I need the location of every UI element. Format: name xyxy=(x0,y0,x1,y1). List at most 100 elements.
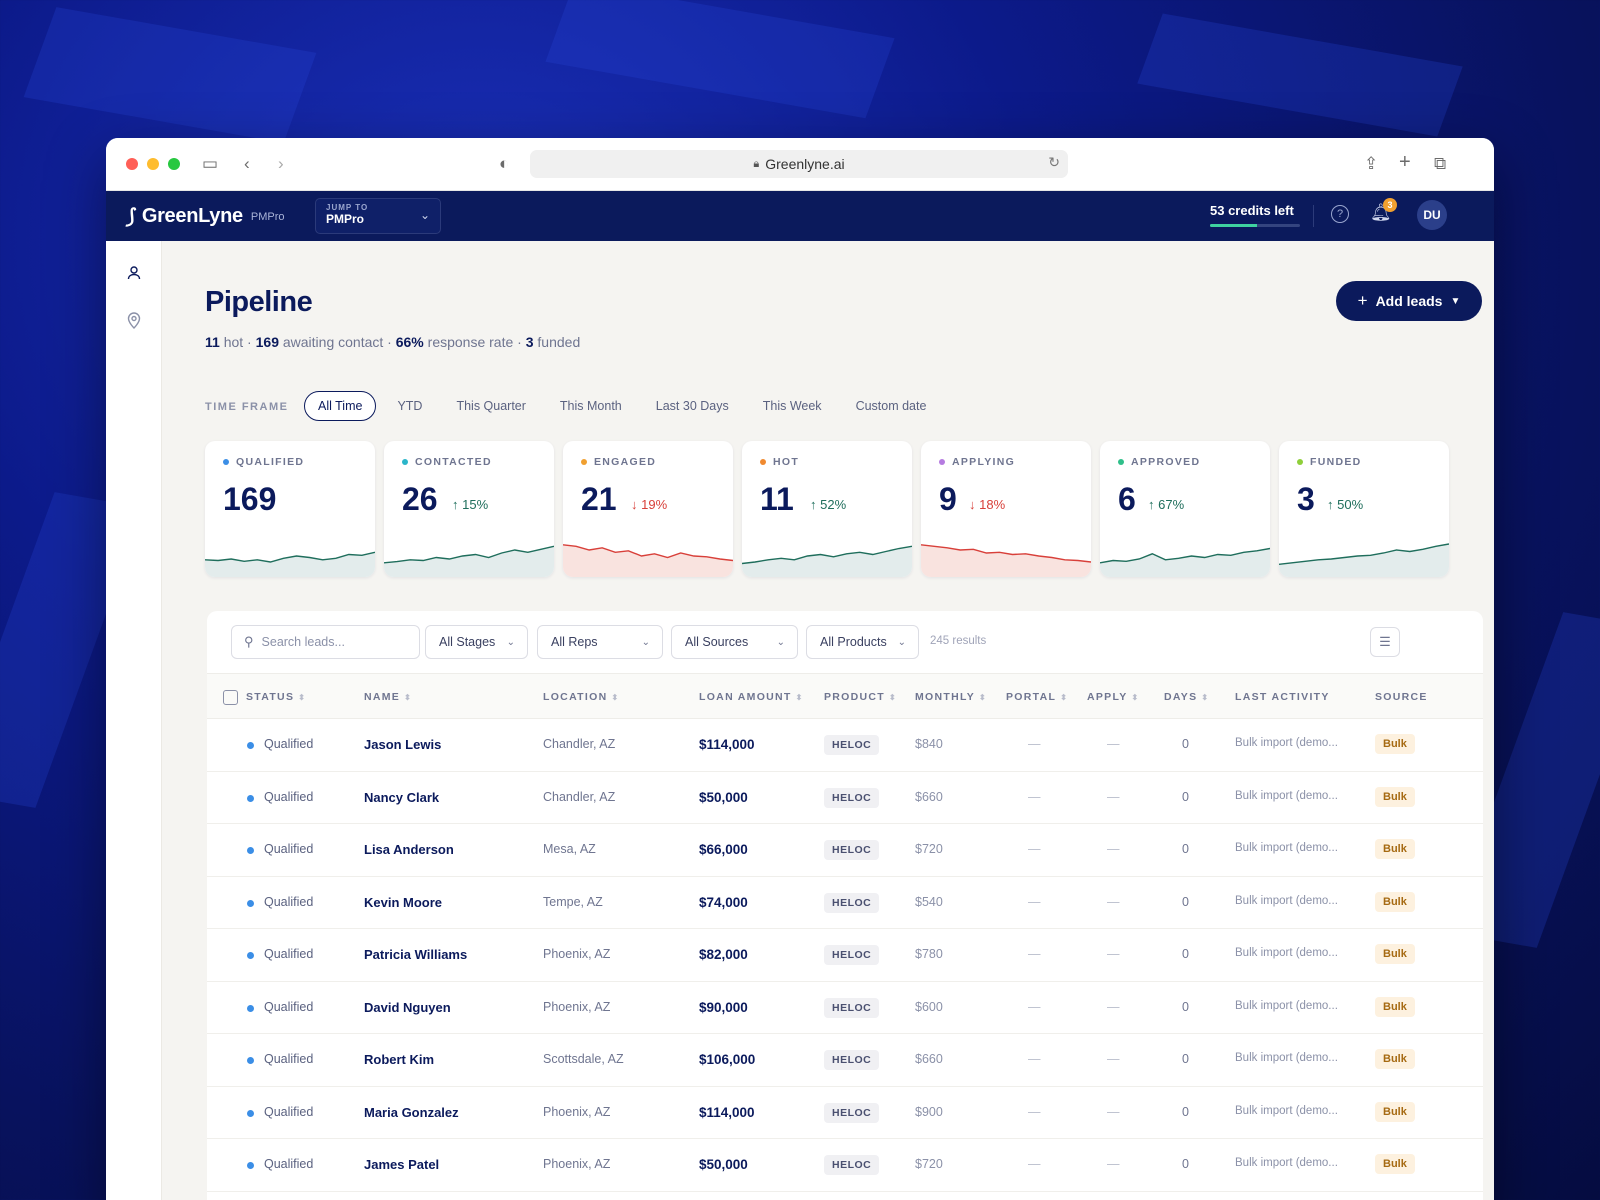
back-icon[interactable]: ‹ xyxy=(244,154,250,173)
stage-card-hot[interactable]: HOT 11 ↑ 52% xyxy=(742,441,912,577)
table-row[interactable]: Qualified Jason Lewis Chandler, AZ $114,000… xyxy=(207,719,1483,772)
tab-last-30-days[interactable]: Last 30 Days xyxy=(655,399,729,413)
lead-name[interactable]: Kevin Moore xyxy=(364,894,443,910)
tab-this-quarter[interactable]: This Quarter xyxy=(456,399,526,413)
column-header-status[interactable]: STATUS ⬍ xyxy=(246,691,306,703)
apply-status: — xyxy=(1107,947,1120,961)
lead-name[interactable]: Jason Lewis xyxy=(364,737,442,752)
lead-name[interactable]: Maria Gonzalez xyxy=(364,1104,459,1120)
portal-status: — xyxy=(1028,842,1041,856)
background-shape xyxy=(1137,13,1463,137)
source-badge: Bulk xyxy=(1375,839,1415,859)
tab-all-time[interactable]: All Time xyxy=(304,391,377,421)
column-header-portal[interactable]: PORTAL ⬍ xyxy=(1006,691,1068,703)
user-icon[interactable] xyxy=(125,265,143,283)
column-header-label: LAST ACTIVITY xyxy=(1235,691,1330,703)
status-dot-icon xyxy=(247,952,254,959)
reload-icon[interactable]: ↻ xyxy=(1048,154,1060,170)
table-row[interactable]: Qualified James Patel Phoenix, AZ $50,000 HE… xyxy=(207,1139,1483,1192)
monthly-payment: $600 xyxy=(915,999,943,1014)
window-controls xyxy=(126,158,180,170)
column-header-product[interactable]: PRODUCT ⬍ xyxy=(824,691,897,703)
column-header-source[interactable]: SOURCE xyxy=(1375,691,1428,703)
maximize-window-button[interactable] xyxy=(168,158,180,170)
sparkline-area xyxy=(921,544,1091,577)
lead-name[interactable]: Robert Kim xyxy=(364,1052,435,1067)
stage-card-contacted[interactable]: CONTACTED 26 ↑ 15% xyxy=(384,441,554,577)
logo[interactable]: ⟆ GreenLyne PMPro xyxy=(126,204,284,229)
column-header-label: STATUS xyxy=(246,691,295,703)
jump-to-select[interactable]: JUMP TO PMPro ⌄ xyxy=(315,198,441,234)
sources-filter[interactable]: All Sources ⌄ xyxy=(671,625,798,659)
stage-card-qualified[interactable]: QUALIFIED 169 xyxy=(205,441,375,577)
hot-label: hot xyxy=(223,334,244,350)
tab-this-week[interactable]: This Week xyxy=(762,399,822,413)
sidebar-icon[interactable]: ▭ xyxy=(202,154,219,173)
awaiting-count: 169 xyxy=(255,334,279,350)
lead-location: Scottsdale, AZ xyxy=(543,1052,624,1066)
new-tab-icon[interactable]: + xyxy=(1399,151,1411,173)
column-header-loan-amount[interactable]: LOAN AMOUNT ⬍ xyxy=(699,691,804,703)
sparkline xyxy=(1279,543,1449,577)
chevron-down-icon: ▼ xyxy=(1450,295,1461,307)
lead-location: Phoenix, AZ xyxy=(543,1157,611,1171)
minimize-window-button[interactable] xyxy=(147,158,159,170)
column-header-name[interactable]: NAME ⬍ xyxy=(364,691,412,703)
column-header-last-activity[interactable]: LAST ACTIVITY xyxy=(1235,691,1330,703)
credits-meter[interactable]: 53 credits left xyxy=(1210,203,1300,227)
stage-card-applying[interactable]: APPLYING 9 ↓ 18% xyxy=(921,441,1091,577)
tab-this-month[interactable]: This Month xyxy=(559,399,622,413)
stage-card-approved[interactable]: APPROVED 6 ↑ 67% xyxy=(1100,441,1270,577)
stage-card-funded[interactable]: FUNDED 3 ↑ 50% xyxy=(1279,441,1449,577)
stages-filter[interactable]: All Stages ⌄ xyxy=(425,625,528,659)
table-row[interactable]: Qualified Maria Gonzalez Phoenix, AZ $114,0… xyxy=(207,1087,1483,1139)
share-icon[interactable]: ⇪ xyxy=(1364,154,1379,173)
table-row[interactable]: Qualified Patricia Williams Phoenix, AZ $82… xyxy=(207,929,1483,982)
stage-card-engaged[interactable]: ENGAGED 21 ↓ 19% xyxy=(563,441,733,577)
logo-text: GreenLyne xyxy=(141,204,243,227)
lead-name[interactable]: Nancy Clark xyxy=(364,789,440,805)
divider xyxy=(1313,205,1314,227)
add-leads-button[interactable]: + Add leads ▼ xyxy=(1336,281,1482,321)
product-badge: HELOC xyxy=(824,1050,880,1070)
table-row[interactable]: Qualified Nancy Clark Chandler, AZ $50,000 H… xyxy=(207,772,1483,824)
lead-name[interactable]: David Nguyen xyxy=(364,999,451,1015)
column-header-location[interactable]: LOCATION ⬍ xyxy=(543,691,619,703)
table-row[interactable]: Qualified Robert Kim Scottsdale, AZ $106,00… xyxy=(207,1034,1483,1087)
help-icon[interactable]: ? xyxy=(1331,205,1349,223)
lead-name[interactable]: Patricia Williams xyxy=(364,947,468,962)
sparkline-line xyxy=(921,544,1091,563)
list-view-icon[interactable]: ☰ xyxy=(1370,627,1400,657)
avatar[interactable]: DU xyxy=(1417,200,1447,230)
column-header-monthly[interactable]: MONTHLY ⬍ xyxy=(915,691,987,703)
logo-subtitle: PMPro xyxy=(250,211,285,223)
table-row[interactable]: Qualified Kevin Moore Tempe, AZ $74,000 HELO… xyxy=(207,877,1483,929)
lead-name[interactable]: Lisa Anderson xyxy=(364,842,454,857)
last-activity: Bulk import (demo... xyxy=(1235,1052,1338,1064)
shield-icon[interactable]: ◐ xyxy=(499,154,510,173)
column-header-label: PRODUCT xyxy=(824,691,886,703)
days-count: 0 xyxy=(1182,737,1189,751)
table-row[interactable]: Qualified David Nguyen Phoenix, AZ $90,000 H… xyxy=(207,982,1483,1034)
address-bar[interactable]: 🔒︎ Greenlyne.ai ↻ xyxy=(530,150,1068,178)
days-count: 0 xyxy=(1182,1052,1189,1066)
close-window-button[interactable] xyxy=(126,158,138,170)
column-header-days[interactable]: DAYS ⬍ xyxy=(1164,691,1209,703)
url-text: Greenlyne.ai xyxy=(765,156,845,172)
table-row[interactable]: Qualified Lisa Anderson Mesa, AZ $66,000 HEL… xyxy=(207,824,1483,877)
status-text: Qualified xyxy=(264,947,314,961)
stage-cards: QUALIFIED 169 CONTACTED 26 ↑ 15% ENGAGED 21 ↓ 1… xyxy=(205,441,1449,577)
column-header-apply[interactable]: APPLY ⬍ xyxy=(1087,691,1140,703)
tab-custom-date[interactable]: Custom date xyxy=(855,399,927,413)
lead-name[interactable]: James Patel xyxy=(364,1157,440,1172)
select-all-checkbox[interactable] xyxy=(223,690,238,705)
products-filter[interactable]: All Products ⌄ xyxy=(806,625,919,659)
tab-ytd[interactable]: YTD xyxy=(397,399,423,413)
search-input[interactable]: ⚲ Search leads... xyxy=(231,625,420,659)
forward-icon[interactable]: › xyxy=(278,154,284,173)
sort-icon: ⬍ xyxy=(1131,693,1140,702)
location-pin-icon[interactable] xyxy=(125,311,143,329)
reps-filter[interactable]: All Reps ⌄ xyxy=(537,625,663,659)
background-shape xyxy=(545,0,895,119)
tabs-icon[interactable]: ⧉ xyxy=(1434,154,1447,173)
